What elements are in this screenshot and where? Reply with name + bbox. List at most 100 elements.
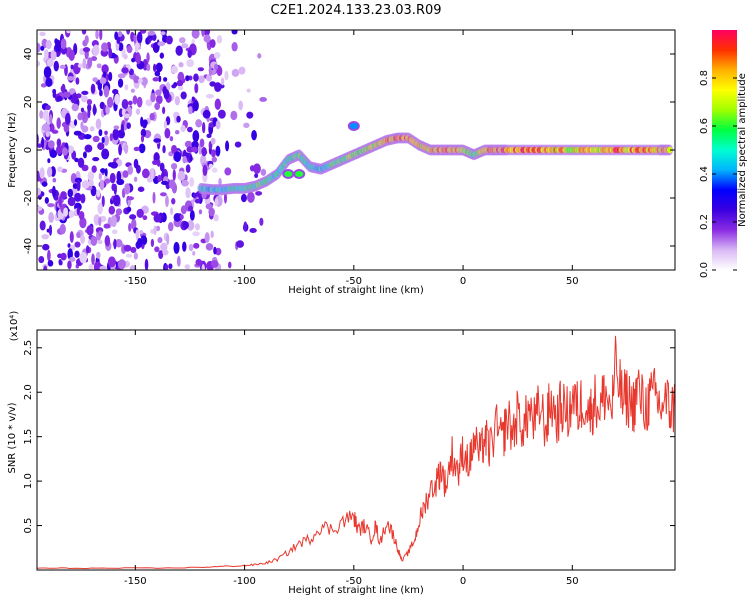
noise-blob <box>147 30 156 36</box>
noise-blob <box>198 209 203 215</box>
noise-blob <box>186 59 195 68</box>
noise-blob <box>141 235 148 245</box>
noise-blob <box>147 38 151 44</box>
noise-blob <box>104 235 111 247</box>
noise-blob <box>104 130 108 135</box>
noise-blob <box>155 94 163 105</box>
figure-title: C2E1.2024.133.23.03.R09 <box>270 3 441 18</box>
noise-blob <box>203 30 210 37</box>
noise-blob <box>79 252 88 264</box>
side-blob <box>349 123 358 129</box>
snr-series-line <box>37 335 675 570</box>
noise-blob <box>108 205 116 215</box>
noise-blob <box>141 168 150 179</box>
noise-blob <box>116 36 121 45</box>
noise-blob <box>131 57 136 63</box>
x-tick-label: -100 <box>233 576 256 587</box>
noise-blob <box>179 37 186 44</box>
noise-blob <box>211 156 217 163</box>
noise-blob <box>39 31 46 37</box>
noise-blob <box>101 195 105 208</box>
noise-blob <box>122 170 129 178</box>
noise-blob <box>254 173 259 179</box>
colorbar-tick-label: 0.2 <box>699 214 710 230</box>
noise-blob <box>152 160 159 166</box>
noise-blob <box>182 221 189 229</box>
noise-blob <box>117 78 124 88</box>
noise-blob <box>89 126 95 132</box>
noise-blob <box>201 122 206 134</box>
y-tick-label: 0.5 <box>23 518 34 534</box>
noise-blob <box>216 65 223 77</box>
noise-blob <box>123 244 132 252</box>
noise-blob <box>169 136 174 142</box>
noise-blob <box>45 77 53 88</box>
noise-blob <box>182 155 187 164</box>
noise-blob <box>192 130 200 143</box>
noise-blob <box>231 42 238 52</box>
noise-blob <box>116 170 122 183</box>
noise-blob <box>101 64 109 74</box>
noise-blob <box>165 35 173 45</box>
noise-blob <box>137 186 145 192</box>
noise-blob <box>162 106 166 115</box>
noise-blob <box>106 96 114 108</box>
noise-blob <box>126 30 131 35</box>
noise-blob <box>215 145 221 157</box>
noise-blob <box>231 68 240 77</box>
noise-blob <box>191 38 195 45</box>
noise-blob <box>170 162 178 170</box>
noise-blob <box>37 143 42 148</box>
noise-blob <box>138 143 146 154</box>
noise-blob <box>136 208 144 218</box>
noise-blob <box>162 145 166 154</box>
spectrogram-panel: -150 -100 -50 0 50 -40 -20 0 20 40 Height of str… <box>7 29 676 296</box>
noise-blob <box>130 246 137 253</box>
noise-blob <box>249 227 257 234</box>
noise-blob <box>45 131 50 138</box>
noise-blob <box>74 192 82 202</box>
noise-blob <box>67 260 72 270</box>
noise-blob <box>213 51 221 59</box>
noise-blob <box>230 110 238 121</box>
noise-blob <box>195 198 201 204</box>
noise-blob <box>115 208 123 216</box>
noise-blob <box>103 71 107 78</box>
noise-blob <box>175 45 183 56</box>
x-tick-label: 50 <box>566 576 579 587</box>
colorbar-label: Normalized spectral amplitude <box>737 73 748 227</box>
noise-blob <box>97 239 103 245</box>
noise-blob <box>52 88 57 95</box>
noise-blob <box>153 213 162 223</box>
noise-blob <box>163 89 170 100</box>
noise-blob <box>186 220 195 231</box>
noise-blob <box>99 77 107 85</box>
noise-blob <box>159 52 165 59</box>
snr-frame <box>36 329 676 571</box>
noise-blob <box>177 71 185 83</box>
noise-blob <box>52 185 56 198</box>
noise-blob <box>238 100 244 111</box>
noise-blob <box>86 225 94 236</box>
noise-blob <box>177 86 184 91</box>
noise-blob <box>253 163 261 174</box>
noise-blob <box>47 249 51 262</box>
noise-blob <box>194 223 200 231</box>
noise-blob <box>189 209 195 221</box>
noise-blob <box>103 223 111 229</box>
noise-blob <box>37 170 40 182</box>
noise-blob <box>56 138 62 148</box>
noise-blob <box>44 49 49 60</box>
noise-blob <box>79 217 87 229</box>
noise-blob <box>67 76 75 81</box>
noise-blob <box>112 88 119 95</box>
noise-blob <box>176 115 181 123</box>
noise-blob <box>81 30 87 35</box>
noise-blob <box>37 187 42 196</box>
noise-blob <box>105 105 110 115</box>
noise-blob <box>87 171 95 181</box>
noise-blob <box>215 247 222 256</box>
x-tick-label: -100 <box>233 276 256 287</box>
noise-blob <box>43 265 48 270</box>
